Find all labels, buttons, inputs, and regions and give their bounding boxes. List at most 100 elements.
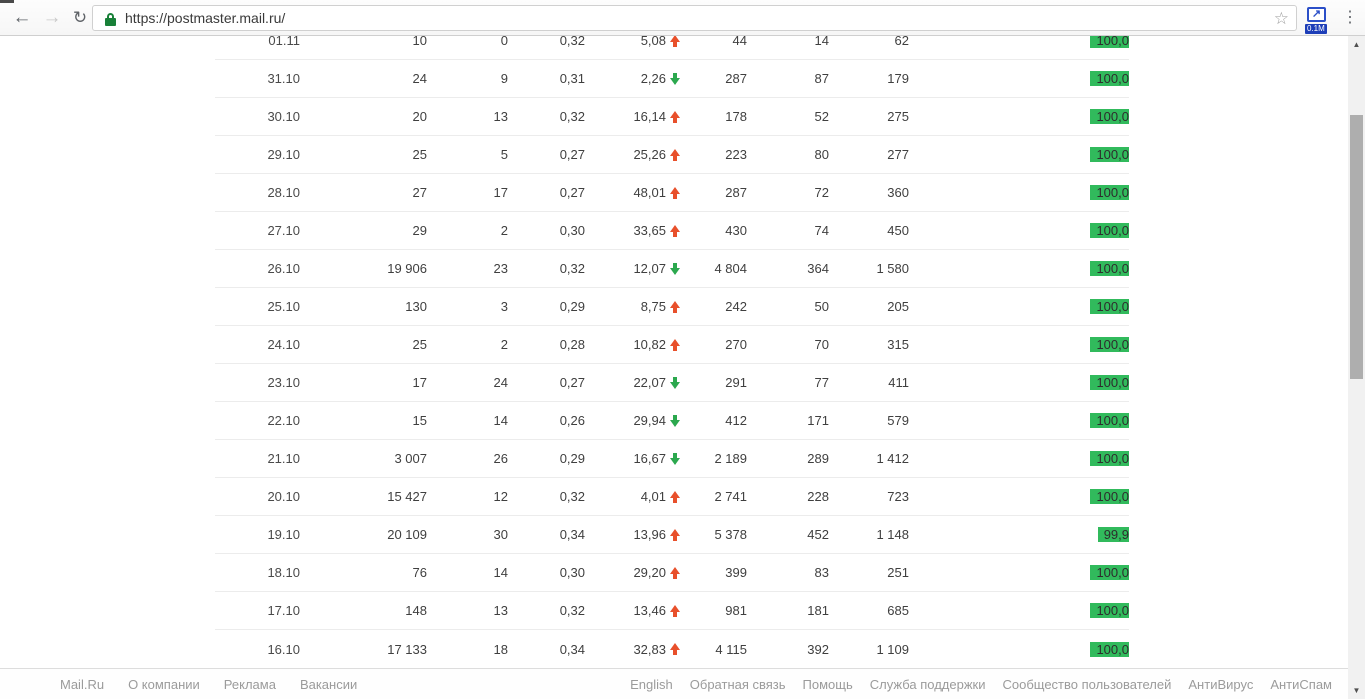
delivery-bar-track: 100,0: [929, 220, 1129, 241]
table-row[interactable]: 21.10 3 007 26 0,29 16,67 2 189 289 1 41…: [215, 440, 1129, 478]
percent-cell: 16,67: [585, 451, 681, 466]
table-row[interactable]: 27.10 29 2 0,30 33,65 430 74 450 100,0: [215, 212, 1129, 250]
footer-link[interactable]: АнтиСпам: [1270, 676, 1332, 692]
reload-button[interactable]: ↻: [72, 8, 88, 27]
scroll-down-icon[interactable]: ▼: [1352, 686, 1361, 695]
value-cell-1: 15: [412, 413, 427, 428]
percent-cell: 16,14: [585, 109, 681, 124]
footer-link[interactable]: Обратная связь: [689, 676, 786, 692]
trend-arrow-icon: [670, 604, 681, 618]
table-row[interactable]: 20.10 15 427 12 0,32 4,01 2 741 228 723 …: [215, 478, 1129, 516]
value-cell-3: 0,29: [559, 299, 585, 314]
url-text[interactable]: https://postmaster.mail.ru/: [125, 10, 286, 26]
percent-value: 13,46: [633, 603, 666, 618]
value-cell-1: 3 007: [394, 451, 427, 466]
forward-button[interactable]: →: [42, 7, 62, 28]
bookmark-star-icon[interactable]: ☆: [1273, 9, 1289, 28]
footer-link[interactable]: О компании: [128, 676, 200, 692]
value-cell-3: 0,32: [559, 109, 585, 124]
value-cell-1: 19 906: [387, 261, 427, 276]
footer-link[interactable]: English: [630, 676, 673, 692]
percent-value: 25,26: [633, 147, 666, 162]
table-row[interactable]: 23.10 17 24 0,27 22,07 291 77 411 100,0: [215, 364, 1129, 402]
extension-button[interactable]: ↗ 0.1M: [1305, 6, 1329, 34]
footer-link[interactable]: Служба поддержки: [869, 676, 986, 692]
table-row[interactable]: 19.10 20 109 30 0,34 13,96 5 378 452 1 1…: [215, 516, 1129, 554]
table-row[interactable]: 29.10 25 5 0,27 25,26 223 80 277 100,0: [215, 136, 1129, 174]
percent-value: 33,65: [633, 223, 666, 238]
value-cell-3: 0,34: [559, 641, 585, 657]
date-cell: 23.10: [267, 375, 300, 390]
table-row[interactable]: 16.10 17 133 18 0,34 32,83 4 115 392 1 1…: [215, 630, 1129, 668]
scrollbar-thumb[interactable]: [1350, 115, 1363, 379]
footer-link[interactable]: Реклама: [223, 676, 276, 692]
table-row[interactable]: 28.10 27 17 0,27 48,01 287 72 360 100,0: [215, 174, 1129, 212]
value-cell-2: 5: [500, 147, 508, 162]
table-row[interactable]: 18.10 76 14 0,30 29,20 399 83 251 100,0: [215, 554, 1129, 592]
value-cell-6: 723: [887, 489, 909, 504]
table-row[interactable]: 22.10 15 14 0,26 29,94 412 171 579 100,0: [215, 402, 1129, 440]
trend-arrow-icon: [670, 414, 681, 428]
value-cell-6: 685: [887, 603, 909, 618]
address-bar[interactable]: https://postmaster.mail.ru/ ☆: [92, 5, 1297, 31]
value-cell-2: 3: [500, 299, 508, 314]
back-button[interactable]: ←: [12, 7, 32, 28]
value-cell-3: 0,34: [559, 527, 585, 542]
window-corner-notch: [0, 0, 14, 3]
footer-link[interactable]: Mail.Ru: [60, 676, 105, 692]
trend-arrow-icon: [670, 72, 681, 86]
table-row[interactable]: 17.10 148 13 0,32 13,46 981 181 685 100,…: [215, 592, 1129, 630]
value-cell-3: 0,28: [559, 337, 585, 352]
value-cell-5: 83: [814, 565, 829, 580]
extension-badge: 0.1M: [1305, 24, 1327, 34]
percent-value: 8,75: [640, 299, 666, 314]
table-row[interactable]: 26.10 19 906 23 0,32 12,07 4 804 364 1 5…: [215, 250, 1129, 288]
value-cell-3: 0,32: [559, 603, 585, 618]
browser-menu-button[interactable]: ⋮: [1342, 9, 1358, 26]
table-row[interactable]: 24.10 25 2 0,28 10,82 270 70 315 100,0: [215, 326, 1129, 364]
delivery-bar: 100,0: [1090, 489, 1129, 504]
table-row[interactable]: 30.10 20 13 0,32 16,14 178 52 275 100,0: [215, 98, 1129, 136]
trend-arrow-icon: [670, 224, 681, 238]
value-cell-5: 80: [814, 147, 829, 162]
percent-cell: 33,65: [585, 223, 681, 238]
value-cell-3: 0,30: [559, 565, 585, 580]
table-row[interactable]: 25.10 130 3 0,29 8,75 242 50 205 100,0: [215, 288, 1129, 326]
delivery-bar-track: 100,0: [929, 562, 1129, 583]
delivery-bar-track: 100,0: [929, 182, 1129, 203]
value-cell-2: 2: [500, 337, 508, 352]
value-cell-5: 228: [807, 489, 829, 504]
delivery-bar: 99,9: [1097, 527, 1129, 542]
value-cell-4: 4 804: [714, 261, 747, 276]
value-cell-3: 0,27: [559, 147, 585, 162]
value-cell-3: 0,32: [559, 36, 585, 48]
value-cell-5: 52: [814, 109, 829, 124]
table-row[interactable]: 31.10 24 9 0,31 2,26 287 87 179 100,0: [215, 60, 1129, 98]
date-cell: 25.10: [267, 299, 300, 314]
value-cell-1: 76: [412, 565, 427, 580]
value-cell-2: 26: [493, 451, 508, 466]
value-cell-6: 579: [887, 413, 909, 428]
delivery-bar: 100,0: [1090, 299, 1129, 314]
value-cell-4: 5 378: [714, 527, 747, 542]
value-cell-1: 17 133: [387, 641, 427, 657]
value-cell-6: 315: [887, 337, 909, 352]
trend-arrow-icon: [670, 110, 681, 124]
vertical-scrollbar[interactable]: ▲ ▼: [1348, 36, 1365, 699]
date-cell: 20.10: [267, 489, 300, 504]
value-cell-5: 171: [807, 413, 829, 428]
trend-arrow-icon: [670, 300, 681, 314]
delivery-bar-track: 100,0: [929, 36, 1129, 51]
footer-link[interactable]: АнтиВирус: [1188, 676, 1254, 692]
table-row[interactable]: 01.11 10 0 0,32 5,08 44 14 62 100,0: [215, 36, 1129, 60]
footer-link[interactable]: Помощь: [802, 676, 853, 692]
delivery-bar: 100,0: [1090, 185, 1129, 200]
trend-arrow-icon: [670, 186, 681, 200]
footer-link[interactable]: Сообщество пользователей: [1002, 676, 1172, 692]
footer-link[interactable]: Вакансии: [299, 676, 358, 692]
percent-value: 48,01: [633, 185, 666, 200]
date-cell: 27.10: [267, 223, 300, 238]
delivery-bar: 100,0: [1090, 603, 1129, 618]
value-cell-3: 0,27: [559, 185, 585, 200]
scroll-up-icon[interactable]: ▲: [1352, 40, 1361, 49]
